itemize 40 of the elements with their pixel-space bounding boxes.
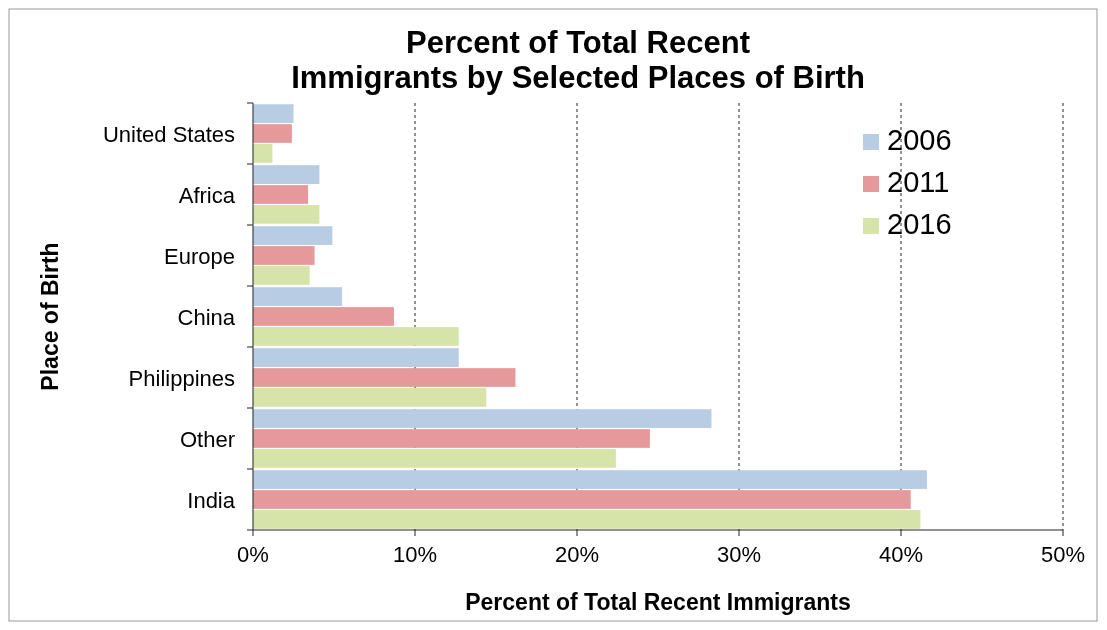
bar: [253, 449, 616, 468]
bar: [253, 429, 650, 448]
y-axis-title: Place of Birth: [37, 242, 63, 391]
legend-label: 2016: [887, 208, 952, 240]
legend-label: 2006: [887, 124, 952, 156]
y-tick-label: Other: [179, 426, 235, 452]
bar: [253, 246, 315, 265]
y-tick-label: China: [177, 304, 236, 330]
bar: [253, 348, 459, 367]
chart-title: Percent of Total Recent Immigrants by Selected Places of Birth: [291, 25, 865, 95]
x-tick-label: 50%: [1040, 542, 1086, 567]
x-tick-label: 0%: [237, 542, 269, 567]
x-tick-label: 40%: [878, 542, 924, 567]
x-axis-title: Percent of Total Recent Immigrants: [465, 589, 851, 615]
x-tick-label: 20%: [554, 542, 600, 567]
bar: [253, 327, 459, 346]
bar: [253, 165, 320, 184]
y-tick-label: India: [187, 487, 236, 513]
bar: [253, 490, 911, 509]
x-tick-label: 30%: [716, 542, 762, 567]
y-tick-label: Europe: [164, 243, 235, 269]
y-tick-label: Africa: [178, 182, 236, 208]
x-tick-label: 10%: [392, 542, 438, 567]
bar: [253, 104, 294, 123]
bar: [253, 388, 487, 407]
bar: [253, 409, 712, 428]
bar: [253, 185, 309, 204]
bar: [253, 266, 310, 285]
bar: [253, 510, 921, 529]
legend-label: 2011: [887, 166, 950, 198]
bar: [253, 287, 343, 306]
bar: [253, 124, 292, 143]
bar: [253, 144, 273, 163]
bar: [253, 307, 394, 326]
y-tick-label: Philippines: [128, 365, 235, 391]
y-tick-label: United States: [102, 121, 235, 147]
bar: [253, 205, 320, 224]
bar: [253, 226, 333, 245]
bar: [253, 368, 516, 387]
bar: [253, 470, 927, 489]
